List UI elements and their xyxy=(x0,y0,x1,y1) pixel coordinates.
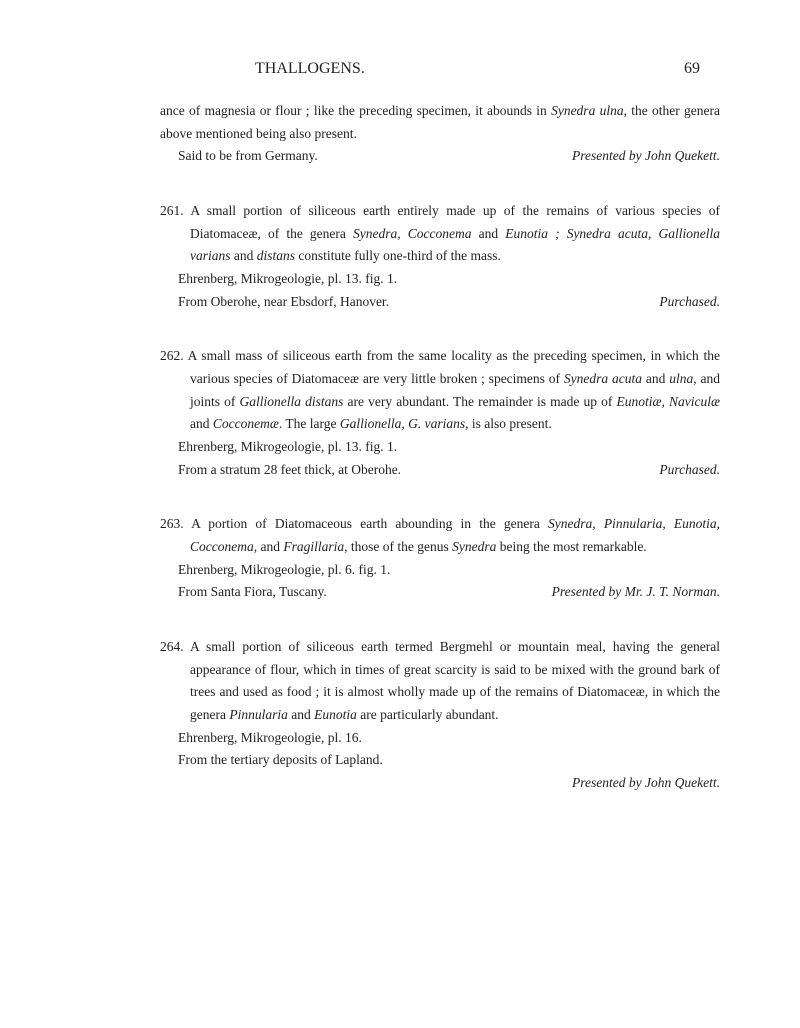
entry-body-text: ance of magnesia or flour ; like the pre… xyxy=(110,100,720,145)
text-italic: Gallionella, G. varians xyxy=(340,416,465,431)
reference: Ehrenberg, Mikrogeologie, pl. 6. fig. 1. xyxy=(110,559,720,582)
entry-footer: From Oberohe, near Ebsdorf, Hanover. Pur… xyxy=(110,291,720,314)
page-content: THALLOGENS. 69 ance of magnesia or flour… xyxy=(0,0,800,887)
page-header: THALLOGENS. 69 xyxy=(110,60,720,78)
text: are particularly abundant. xyxy=(357,707,499,722)
entry-footer: From a stratum 28 feet thick, at Oberohe… xyxy=(110,459,720,482)
entry-body-text: 261. A small portion of siliceous earth … xyxy=(110,200,720,268)
entry-number: 261. xyxy=(160,203,184,218)
text-italic: Gallionella distans xyxy=(240,394,344,409)
reference: Ehrenberg, Mikrogeologie, pl. 16. xyxy=(110,727,720,750)
text-italic: Synedra xyxy=(452,539,496,554)
text-italic: Synedra, Cocconema xyxy=(353,226,471,241)
entry-263: 263. A portion of Diatomaceous earth abo… xyxy=(110,513,720,604)
provenance: Said to be from Germany. xyxy=(178,145,318,168)
text: , is also present. xyxy=(465,416,552,431)
text: , those of the genus xyxy=(344,539,452,554)
text-italic: distans xyxy=(257,248,295,263)
credit: Presented by John Quekett. xyxy=(110,772,720,795)
text: and xyxy=(642,371,669,386)
text-italic: Synedra ulna xyxy=(551,103,624,118)
provenance: From Oberohe, near Ebsdorf, Hanover. xyxy=(178,291,389,314)
entry-number: 262. xyxy=(160,348,184,363)
entry-264: 264. A small portion of siliceous earth … xyxy=(110,636,720,795)
entry-261: 261. A small portion of siliceous earth … xyxy=(110,200,720,313)
page-number: 69 xyxy=(684,60,700,78)
reference: Ehrenberg, Mikrogeologie, pl. 13. fig. 1… xyxy=(110,436,720,459)
entry-number: 263. xyxy=(160,516,184,531)
text: constitute fully one-third of the mass. xyxy=(295,248,501,263)
text-italic: Eunotiæ, Naviculæ xyxy=(616,394,720,409)
text: are very abundant. The remainder is made… xyxy=(343,394,616,409)
text-italic: Synedra acuta xyxy=(564,371,642,386)
text-italic: Fragillaria xyxy=(283,539,344,554)
text-italic: Cocconemæ xyxy=(213,416,279,431)
entry-260-continuation: ance of magnesia or flour ; like the pre… xyxy=(110,100,720,168)
text-italic: Eunotia xyxy=(314,707,357,722)
header-title: THALLOGENS. xyxy=(255,60,365,78)
provenance: From a stratum 28 feet thick, at Oberohe… xyxy=(178,459,401,482)
text: . The large xyxy=(279,416,340,431)
entry-262: 262. A small mass of siliceous earth fro… xyxy=(110,345,720,481)
text-italic: Pinnularia xyxy=(229,707,288,722)
entry-body-text: 264. A small portion of siliceous earth … xyxy=(110,636,720,727)
text: , and xyxy=(254,539,284,554)
entry-body-text: 263. A portion of Diatomaceous earth abo… xyxy=(110,513,720,558)
credit: Presented by John Quekett. xyxy=(572,145,720,168)
reference: Ehrenberg, Mikrogeologie, pl. 13. fig. 1… xyxy=(110,268,720,291)
text: and xyxy=(190,416,213,431)
text-italic: ulna xyxy=(669,371,693,386)
text: ance of magnesia or flour ; like the pre… xyxy=(160,103,551,118)
entry-footer: Said to be from Germany. Presented by Jo… xyxy=(110,145,720,168)
entry-body-text: 262. A small mass of siliceous earth fro… xyxy=(110,345,720,436)
credit: Purchased. xyxy=(659,459,720,482)
credit: Presented by Mr. J. T. Norman. xyxy=(552,581,720,604)
provenance: From Santa Fiora, Tuscany. xyxy=(178,581,327,604)
provenance: From the tertiary deposits of Lapland. xyxy=(110,749,720,772)
text: A portion of Diatomaceous earth aboundin… xyxy=(191,516,548,531)
text: and xyxy=(288,707,314,722)
text: and xyxy=(231,248,257,263)
text: being the most remarkable. xyxy=(496,539,646,554)
credit: Purchased. xyxy=(659,291,720,314)
entry-footer: From Santa Fiora, Tuscany. Presented by … xyxy=(110,581,720,604)
text: and xyxy=(471,226,505,241)
entry-number: 264. xyxy=(160,639,184,654)
